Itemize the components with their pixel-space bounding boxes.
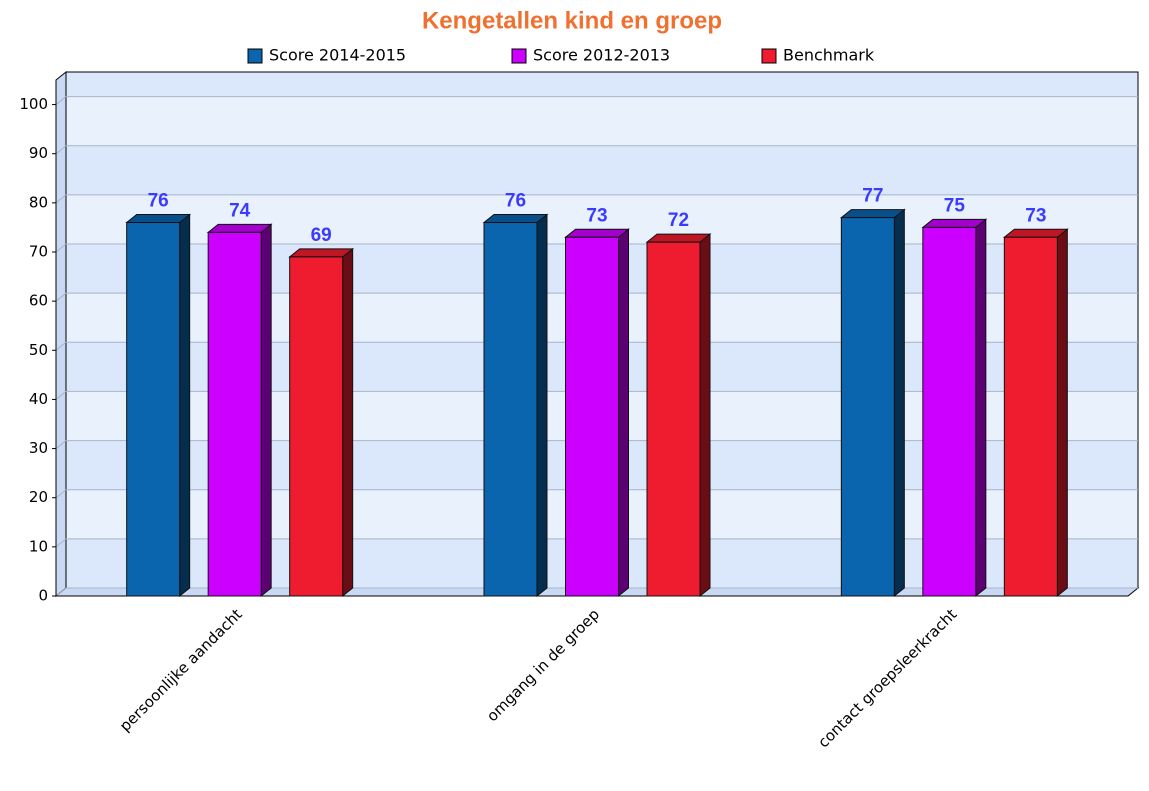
y-tick-label: 70 xyxy=(29,243,48,261)
y-tick-label: 10 xyxy=(29,537,48,555)
bar xyxy=(645,233,712,598)
bar-side xyxy=(260,223,272,598)
y-tick-label: 50 xyxy=(29,341,48,359)
y-tick-label: 30 xyxy=(29,439,48,457)
bar-front xyxy=(922,226,977,597)
bar-side xyxy=(618,228,629,598)
legend-swatch xyxy=(511,48,527,64)
bar-side xyxy=(342,247,354,598)
bar-front xyxy=(565,236,619,597)
value-label: 77 xyxy=(862,186,883,207)
x-tick-label: contact groepsleerkracht xyxy=(814,605,960,751)
bar-front xyxy=(126,222,181,597)
bar-side xyxy=(179,213,191,598)
bar xyxy=(288,247,355,598)
bar-side xyxy=(1056,228,1068,598)
legend-label: Score 2012-2013 xyxy=(533,46,670,65)
bar xyxy=(125,213,192,598)
y-tick-label: 20 xyxy=(29,488,48,506)
legend-label: Score 2014-2015 xyxy=(269,46,406,65)
y-tick-label: 60 xyxy=(29,292,48,310)
wall-band xyxy=(66,72,1138,97)
bar xyxy=(206,223,273,598)
grid-line xyxy=(55,587,67,597)
bar-side xyxy=(699,233,711,598)
value-label: 74 xyxy=(229,200,251,221)
value-label: 72 xyxy=(668,210,689,231)
y-tick-label: 90 xyxy=(29,144,48,162)
bar-top xyxy=(645,233,712,243)
bar-front xyxy=(483,222,538,597)
bar-top xyxy=(839,209,906,219)
grid-line xyxy=(55,243,67,253)
bar-top xyxy=(1002,228,1069,238)
wall-band xyxy=(66,96,1138,146)
value-label: 73 xyxy=(1025,205,1046,226)
legend-label: Benchmark xyxy=(783,46,875,65)
legend-swatch xyxy=(761,48,777,64)
value-label: 69 xyxy=(311,225,332,246)
bar-front xyxy=(1003,236,1058,597)
grid-line xyxy=(55,440,67,449)
bar xyxy=(921,218,988,598)
grid-line xyxy=(55,194,67,204)
y-tick-label: 0 xyxy=(38,587,48,605)
grid-line xyxy=(55,391,67,400)
bar xyxy=(482,213,549,598)
grid-line xyxy=(55,341,67,351)
bar-front xyxy=(289,256,344,597)
y-tick-label: 40 xyxy=(29,390,48,408)
bar-top xyxy=(921,218,988,228)
bar-top xyxy=(564,228,630,238)
y-tick-label: 100 xyxy=(19,95,48,113)
grid-line xyxy=(55,538,67,548)
grid-line xyxy=(55,292,67,302)
bar-front xyxy=(840,217,895,597)
bar-top xyxy=(125,214,192,224)
bar xyxy=(564,228,630,598)
wall-band xyxy=(66,145,1138,195)
bar-side xyxy=(536,213,548,598)
x-tick-label: persoonlijke aandacht xyxy=(116,605,246,735)
chart-title: Kengetallen kind en groep xyxy=(422,7,722,34)
value-label: 76 xyxy=(148,191,169,212)
bar-top xyxy=(482,214,549,224)
bar xyxy=(1002,228,1069,598)
y-tick-label: 80 xyxy=(29,193,48,211)
value-label: 73 xyxy=(586,205,607,226)
grid-line xyxy=(55,145,67,155)
bar-top xyxy=(288,248,355,258)
bar xyxy=(839,208,906,598)
value-label: 75 xyxy=(944,195,966,216)
legend-swatch xyxy=(247,48,263,64)
value-label: 76 xyxy=(505,191,526,212)
grid-line xyxy=(55,96,67,105)
grid-line xyxy=(55,489,67,499)
side-wall xyxy=(55,70,67,598)
bar-top xyxy=(206,223,273,233)
bar-front xyxy=(646,241,701,597)
bar-side xyxy=(975,218,987,598)
bar-side xyxy=(893,208,905,598)
bar-front xyxy=(207,231,262,597)
x-tick-label: omgang in de groep xyxy=(483,605,603,725)
